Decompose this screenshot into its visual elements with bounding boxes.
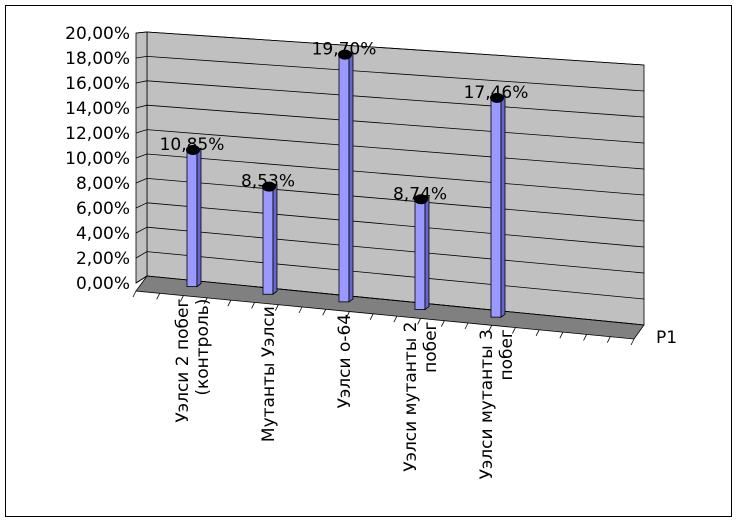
grid-line-side xyxy=(135,226,148,234)
grid-line xyxy=(146,153,645,196)
x-minor-tick xyxy=(132,290,137,298)
grid-line xyxy=(146,275,645,326)
x-minor-tick xyxy=(274,304,279,311)
series-legend-label: Р1 xyxy=(656,328,677,348)
x-minor-tick xyxy=(346,311,350,318)
bar-side xyxy=(424,196,430,311)
bar xyxy=(338,55,350,303)
bar-top-marker xyxy=(490,92,504,103)
x-minor-tick xyxy=(488,325,493,332)
bar-side xyxy=(196,147,202,288)
x-minor-tick xyxy=(583,334,587,341)
x-category-label-line: Уэлси 2 побег xyxy=(173,299,193,423)
grid-line xyxy=(146,251,645,300)
bar-top-marker xyxy=(414,194,428,205)
grid-line-side xyxy=(135,56,148,59)
bars xyxy=(186,49,506,318)
grid-line-side xyxy=(135,104,148,109)
grid-line-side xyxy=(135,153,148,159)
x-minor-tick xyxy=(535,329,540,337)
x-minor-tick xyxy=(203,297,208,305)
y-tick-label: 8,00% xyxy=(76,174,130,194)
y-tick-label: 20,00% xyxy=(65,24,130,44)
bar-top-marker xyxy=(338,49,352,60)
x-minor-tick xyxy=(440,320,445,327)
x-minor-tick xyxy=(417,318,421,325)
grid-lines xyxy=(135,31,645,326)
grid-line xyxy=(146,80,645,118)
x-minor-tick xyxy=(393,315,398,323)
x-axis xyxy=(132,290,635,346)
bar xyxy=(186,150,198,288)
y-tick-label: 12,00% xyxy=(65,124,130,144)
x-minor-tick xyxy=(630,338,635,346)
y-tick-label: 14,00% xyxy=(65,99,130,119)
y-tick-label: 10,00% xyxy=(65,149,130,169)
y-tick-label: 18,00% xyxy=(65,49,130,69)
grid-line xyxy=(146,31,645,66)
y-axis-ticks: 0,00% 2,00% 4,00% 6,00% 8,00% 10,00% 12,00% 14,… xyxy=(65,24,130,294)
x-minor-tick xyxy=(559,331,564,339)
grid-line-side xyxy=(135,275,148,284)
grid-line-side xyxy=(135,129,148,134)
bar-side xyxy=(348,51,354,303)
back-wall xyxy=(146,31,645,326)
y-tick-label: 6,00% xyxy=(76,199,130,219)
x-category-label: Уэлси о-64 xyxy=(335,314,355,409)
grid-line-side xyxy=(135,31,148,34)
data-label: 19,70% xyxy=(312,40,377,60)
grid-line-side xyxy=(135,251,148,259)
x-minor-tick xyxy=(322,309,327,316)
data-label: 17,46% xyxy=(464,83,529,103)
bar xyxy=(490,98,502,318)
x-minor-tick xyxy=(251,302,255,309)
x-minor-tick xyxy=(180,295,184,302)
x-category-label: Уэлси мутанты 2 побег xyxy=(401,321,441,471)
grid-line-side xyxy=(135,178,148,184)
chart-walls xyxy=(135,31,645,340)
x-category-label-line: Уэлси мутанты 3 xyxy=(477,329,497,479)
x-minor-tick xyxy=(156,293,161,300)
x-minor-tick xyxy=(227,299,232,307)
bar-side xyxy=(500,95,506,318)
data-label: 10,85% xyxy=(160,135,225,155)
y-tick-label: 0,00% xyxy=(76,274,130,294)
x-category-label-line: Уэлси мутанты 2 xyxy=(401,322,421,472)
grid-line xyxy=(146,178,645,222)
grid-line-side xyxy=(135,80,148,84)
bar-top-marker xyxy=(262,181,276,192)
grid-line xyxy=(146,202,645,248)
bar-side xyxy=(272,183,278,296)
x-minor-tick xyxy=(369,313,374,321)
x-category-label-line: побег xyxy=(421,321,441,372)
y-tick-label: 2,00% xyxy=(76,249,130,269)
x-category-label: Уэлси 2 побег (контроль) xyxy=(173,299,213,423)
x-category-label-line: побег xyxy=(497,329,517,380)
x-minor-tick xyxy=(298,306,303,314)
bar xyxy=(262,187,274,295)
x-minor-tick xyxy=(464,322,469,330)
x-category-label: Мутанты Уэлси xyxy=(259,306,279,442)
x-minor-tick xyxy=(512,327,516,334)
grid-line-side xyxy=(135,202,148,209)
grid-line xyxy=(146,226,645,274)
data-label: 8,74% xyxy=(393,184,447,204)
data-labels: 10,85% 8,53% 19,70% 8,74% 17,46% xyxy=(160,40,529,205)
y-tick-label: 4,00% xyxy=(76,224,130,244)
x-category-label-line: Уэлси о-64 xyxy=(335,314,355,409)
grid-line xyxy=(146,56,645,92)
grid-line xyxy=(146,129,645,170)
bar-top-marker xyxy=(186,144,200,155)
x-category-label-line: (контроль) xyxy=(193,299,213,396)
grid-line xyxy=(146,104,645,144)
y-tick-label: 16,00% xyxy=(65,74,130,94)
data-label: 8,53% xyxy=(241,172,295,192)
x-category-label-line: Мутанты Уэлси xyxy=(259,306,279,442)
x-minor-tick xyxy=(606,336,611,343)
bar xyxy=(414,199,426,310)
x-category-label: Уэлси мутанты 3 побег xyxy=(477,329,517,479)
x-axis-labels: Уэлси 2 побег (контроль) Мутанты Уэлси Уэлс… xyxy=(173,299,517,480)
